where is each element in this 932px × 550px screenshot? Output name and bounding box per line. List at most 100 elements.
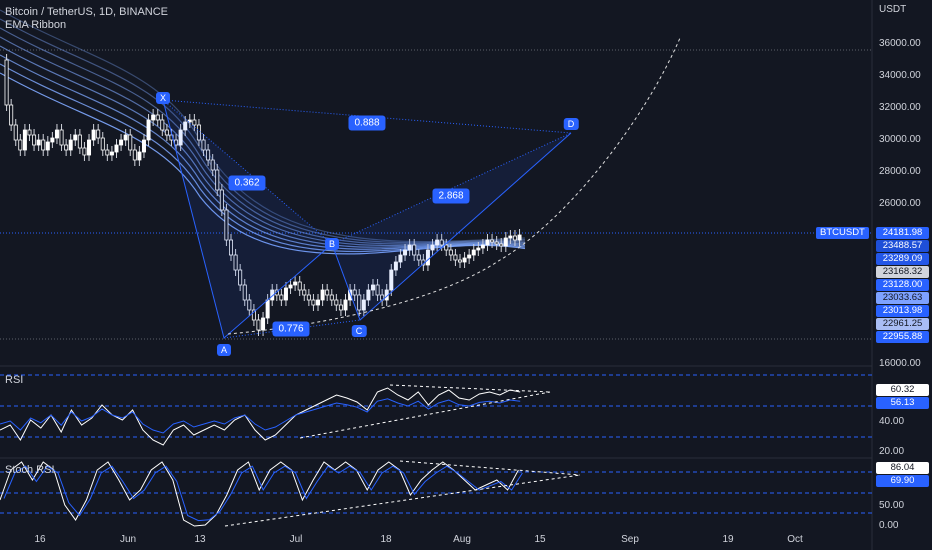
rsi-line (0, 387, 521, 446)
stoch-trendline (224, 474, 581, 527)
candle (141, 139, 146, 153)
stoch-trendline (399, 460, 581, 476)
time-tick: Sep (621, 534, 639, 545)
price-tick: 30000.00 (879, 134, 921, 145)
candle (283, 287, 288, 301)
candle (22, 129, 27, 151)
candle (137, 151, 142, 161)
candle (462, 257, 467, 263)
candle (132, 149, 137, 161)
time-tick: 18 (380, 534, 392, 545)
candle (311, 299, 316, 306)
candle (288, 284, 293, 289)
indicator-title[interactable]: EMA Ribbon (5, 19, 67, 31)
currency-label: USDT (879, 4, 907, 15)
candle (370, 284, 375, 291)
candle (4, 59, 9, 106)
pattern-point-d[interactable]: D (563, 118, 579, 130)
stoch-d-value-tag: 69.90 (876, 475, 929, 487)
candle (183, 121, 188, 131)
stoch-pane-label[interactable]: Stoch RSI (5, 464, 55, 476)
candle (467, 254, 472, 259)
candle (403, 249, 408, 256)
candle (457, 259, 462, 263)
ema-price-tag: 23168.32 (876, 266, 929, 278)
ema-price-tag: 22955.88 (876, 331, 929, 343)
candle (119, 139, 124, 146)
ema-ribbon-line (0, 27, 526, 245)
ema-price-tag: 24181.98 (876, 227, 929, 239)
pattern-point-b[interactable]: B (324, 238, 340, 250)
candle (306, 294, 311, 301)
candle (435, 239, 440, 246)
candle (425, 249, 430, 266)
ema-price-tag: 23128.00 (876, 279, 929, 291)
price-tick: 32000.00 (879, 102, 921, 113)
candle (412, 244, 417, 256)
candle (499, 243, 504, 247)
candle (64, 144, 69, 151)
rsi-trendline (299, 391, 551, 439)
candle (366, 289, 371, 301)
candle (508, 235, 513, 239)
candle (178, 129, 183, 146)
candle (512, 235, 517, 241)
pattern-point-c[interactable]: C (351, 325, 367, 337)
candle (32, 134, 37, 146)
candle (375, 284, 380, 296)
time-tick: 13 (194, 534, 206, 545)
candle (59, 129, 64, 146)
pattern-point-a[interactable]: A (216, 344, 232, 356)
candle (192, 119, 197, 126)
candle (302, 289, 307, 296)
ema-price-tag: 22961.25 (876, 318, 929, 330)
ratio-label-xb[interactable]: 0.362 (228, 175, 266, 191)
candle (297, 281, 302, 291)
time-tick: Jul (289, 534, 303, 545)
candle (338, 304, 343, 311)
candle (87, 139, 92, 156)
candle (54, 129, 59, 139)
time-tick: Jun (119, 534, 137, 545)
candle (439, 239, 444, 246)
candle (105, 149, 110, 156)
candle (444, 244, 449, 251)
ratio-label-xd[interactable]: 0.888 (348, 115, 386, 131)
candle (293, 281, 298, 286)
candle (398, 254, 403, 263)
harmonic-pattern (162, 99, 572, 339)
candle (18, 139, 23, 151)
candle (256, 319, 261, 331)
candle (480, 244, 485, 249)
candle (279, 294, 284, 301)
rsi-pane-label[interactable]: RSI (5, 374, 24, 386)
rsi-trendline (389, 384, 551, 393)
rsi-ma-value-tag: 56.13 (876, 397, 929, 409)
candle (357, 294, 362, 311)
candle (50, 137, 55, 143)
price-tick: 36000.00 (879, 38, 921, 49)
candle (123, 134, 128, 141)
ratio-label-bd[interactable]: 2.868 (432, 188, 470, 204)
candle (448, 249, 453, 256)
ratio-label-ac[interactable]: 0.776 (272, 321, 310, 337)
rsi-tick: 40.00 (879, 416, 905, 427)
candle (45, 141, 50, 151)
time-tick: 16 (34, 534, 46, 545)
candle (242, 284, 247, 301)
candle (201, 139, 206, 151)
pattern-point-x[interactable]: X (155, 92, 171, 104)
stoch-k-value-tag: 86.04 (876, 462, 929, 474)
candle (109, 151, 114, 156)
candle (100, 137, 105, 151)
symbol-title[interactable]: Bitcoin / TetherUS, 1D, BINANCE (5, 6, 169, 18)
candle (160, 119, 165, 131)
candle (352, 289, 357, 296)
candle (210, 159, 215, 171)
candle (174, 139, 179, 146)
candle (27, 129, 32, 136)
candle (490, 239, 495, 243)
candle (485, 239, 490, 246)
candle (187, 119, 192, 123)
